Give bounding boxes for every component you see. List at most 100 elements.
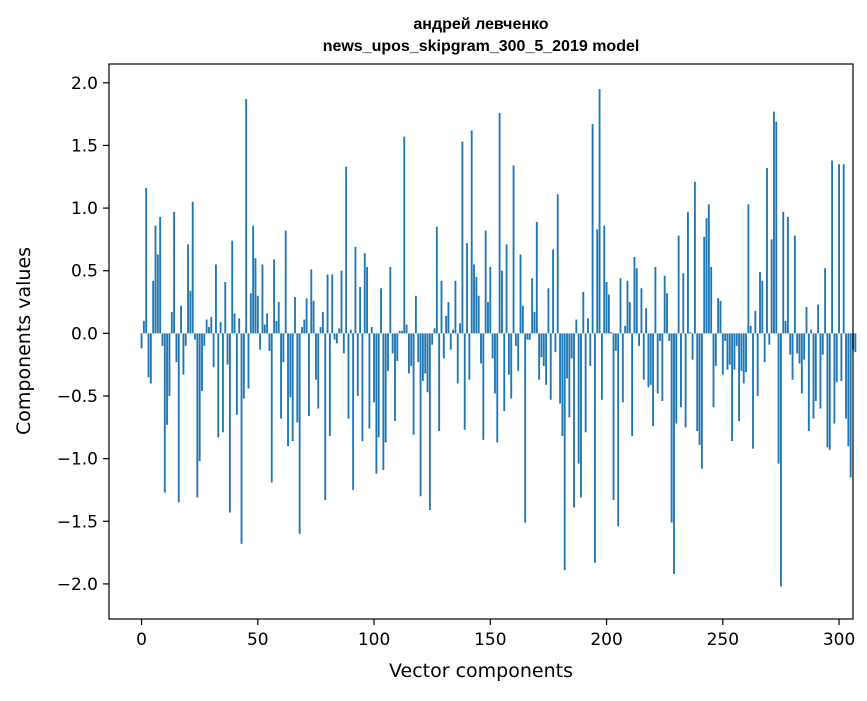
bar-307 [854, 333, 857, 353]
bar-268 [763, 333, 766, 363]
bar-75 [315, 333, 317, 380]
bar-19 [184, 333, 187, 346]
bar-161 [514, 333, 517, 346]
bar-296 [828, 333, 831, 450]
bar-105 [384, 333, 387, 443]
bar-74 [312, 300, 315, 334]
bar-297 [831, 160, 834, 334]
bar-275 [780, 333, 782, 587]
bar-172 [540, 333, 543, 358]
bar-131 [445, 315, 448, 334]
bar-281 [793, 235, 796, 334]
bar-129 [440, 280, 443, 334]
x-tick-label: 250 [707, 630, 739, 650]
bar-188 [577, 333, 580, 464]
bar-193 [589, 333, 592, 366]
bar-244 [707, 204, 710, 334]
bar-203 [612, 333, 615, 500]
bar-69 [301, 327, 303, 334]
bar-157 [505, 244, 508, 334]
bar-84 [335, 333, 338, 344]
bar-249 [719, 300, 722, 334]
bar-10 [163, 333, 166, 493]
bar-81 [328, 333, 331, 437]
bar-46 [247, 333, 250, 389]
bar-148 [484, 230, 487, 334]
bar-21 [189, 290, 192, 334]
bar-201 [607, 294, 610, 334]
bar-57 [273, 259, 275, 334]
bar-238 [693, 181, 696, 334]
bar-34 [219, 322, 222, 334]
bar-182 [563, 333, 566, 571]
bar-7 [156, 254, 159, 334]
bar-104 [382, 333, 385, 470]
bar-77 [319, 327, 322, 334]
bar-224 [661, 333, 664, 402]
bar-174 [545, 333, 548, 385]
bar-287 [807, 333, 810, 432]
bar-138 [461, 141, 464, 334]
bar-145 [477, 295, 480, 334]
bar-160 [512, 165, 515, 334]
bar-67 [296, 333, 299, 423]
bar-59 [277, 302, 280, 334]
bar-196 [596, 229, 599, 334]
bar-211 [631, 333, 634, 437]
bar-53 [263, 324, 266, 334]
bar-56 [270, 333, 273, 483]
bar-94 [359, 287, 362, 334]
bar-16 [177, 333, 180, 503]
bar-284 [800, 333, 803, 394]
bar-289 [812, 333, 815, 419]
bar-79 [324, 333, 327, 500]
bar-304 [847, 333, 850, 447]
bar-184 [568, 333, 571, 418]
bar-220 [652, 333, 654, 427]
bar-111 [398, 330, 401, 334]
bar-92 [354, 246, 357, 334]
plot-frame [108, 63, 854, 620]
bar-272 [773, 111, 775, 334]
bar-190 [582, 292, 585, 334]
x-tick-label: 150 [474, 630, 506, 650]
bar-0 [140, 333, 143, 349]
bar-115 [408, 333, 410, 374]
bar-78 [321, 312, 324, 334]
bar-28 [205, 319, 208, 334]
bar-64 [289, 333, 292, 398]
bar-13 [170, 312, 173, 334]
bar-121 [421, 333, 424, 381]
bar-181 [561, 333, 564, 437]
y-tick-label: 0.5 [71, 262, 98, 282]
bar-166 [526, 333, 529, 340]
bar-73 [310, 269, 313, 334]
bar-176 [549, 333, 552, 400]
bar-12 [168, 333, 171, 396]
bar-71 [305, 298, 308, 334]
bar-150 [489, 266, 492, 334]
bar-82 [331, 274, 334, 334]
bar-127 [435, 226, 438, 334]
bar-301 [840, 333, 843, 381]
y-tick-label: −1.0 [57, 450, 98, 470]
bar-107 [389, 266, 392, 334]
bar-267 [761, 280, 764, 334]
bar-70 [303, 319, 306, 334]
bar-282 [796, 333, 799, 354]
bar-179 [556, 194, 559, 334]
bar-255 [733, 333, 736, 370]
bar-86 [340, 270, 343, 334]
bar-61 [282, 333, 285, 363]
bar-136 [456, 333, 459, 384]
bar-251 [724, 333, 727, 341]
bar-286 [805, 307, 808, 334]
x-tick-label: 100 [358, 630, 390, 650]
bar-248 [717, 298, 720, 334]
bar-90 [349, 329, 352, 334]
y-tick-label: 0.0 [71, 324, 98, 344]
bar-217 [645, 308, 648, 334]
bar-60 [280, 333, 282, 419]
bar-11 [166, 333, 169, 425]
